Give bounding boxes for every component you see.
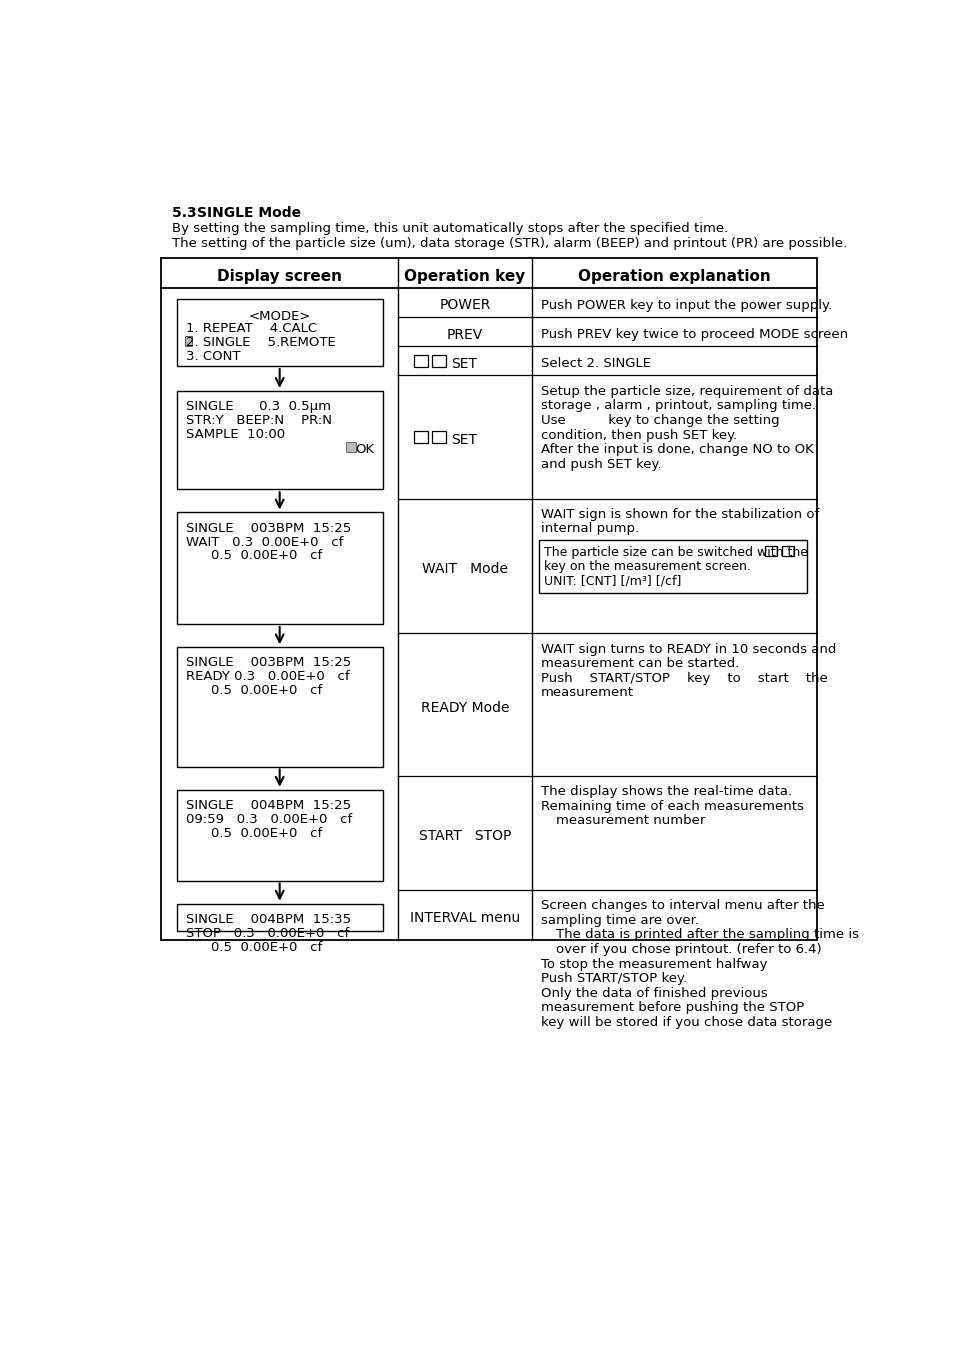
- Bar: [414, 431, 427, 443]
- Text: The setting of the particle size (um), data storage (STR), alarm (BEEP) and prin: The setting of the particle size (um), d…: [172, 236, 846, 250]
- Text: over if you chose printout. (refer to 6.4): over if you chose printout. (refer to 6.…: [556, 943, 821, 957]
- Text: SET: SET: [451, 357, 476, 372]
- Bar: [176, 299, 382, 366]
- Text: 0.5  0.00E+0   cf: 0.5 0.00E+0 cf: [212, 827, 322, 839]
- Text: The particle size can be switched with the: The particle size can be switched with t…: [543, 546, 807, 559]
- Text: and push SET key.: and push SET key.: [540, 458, 660, 470]
- Text: storage , alarm , printout, sampling time.: storage , alarm , printout, sampling tim…: [540, 400, 815, 412]
- Text: condition, then push SET key.: condition, then push SET key.: [540, 428, 737, 442]
- Text: SAMPLE  10:00: SAMPLE 10:00: [186, 428, 285, 440]
- Text: Push START/STOP key.: Push START/STOP key.: [540, 973, 686, 985]
- Text: internal pump.: internal pump.: [540, 523, 639, 535]
- Text: SINGLE    004BPM  15:25: SINGLE 004BPM 15:25: [186, 798, 351, 812]
- Text: WAIT   0.3  0.00E+0   cf: WAIT 0.3 0.00E+0 cf: [186, 535, 343, 549]
- Text: READY Mode: READY Mode: [420, 701, 509, 715]
- Text: measurement: measurement: [540, 686, 633, 700]
- Text: WAIT   Mode: WAIT Mode: [421, 562, 507, 576]
- Text: 09:59   0.3   0.00E+0   cf: 09:59 0.3 0.00E+0 cf: [186, 813, 352, 825]
- Text: 0.5  0.00E+0   cf: 0.5 0.00E+0 cf: [212, 550, 322, 562]
- Text: Operation explanation: Operation explanation: [578, 269, 770, 284]
- Text: 3. CONT: 3. CONT: [186, 350, 240, 363]
- Text: To stop the measurement halfway: To stop the measurement halfway: [540, 958, 766, 970]
- Text: SINGLE    004BPM  15:35: SINGLE 004BPM 15:35: [186, 913, 351, 925]
- Text: The data is printed after the sampling time is: The data is printed after the sampling t…: [556, 928, 859, 942]
- Bar: [185, 336, 192, 346]
- Text: 0.5  0.00E+0   cf: 0.5 0.00E+0 cf: [212, 684, 322, 697]
- Text: UNIT: [CNT] [/m³] [/cf]: UNIT: [CNT] [/m³] [/cf]: [543, 574, 680, 588]
- Text: The display shows the real-time data.: The display shows the real-time data.: [540, 785, 791, 798]
- Text: Only the data of finished previous: Only the data of finished previous: [540, 986, 767, 1000]
- Bar: [176, 512, 382, 624]
- Text: 5.3: 5.3: [172, 205, 211, 220]
- Text: Display screen: Display screen: [217, 269, 342, 284]
- Bar: [431, 354, 445, 367]
- Text: Push    START/STOP    key    to    start    the: Push START/STOP key to start the: [540, 671, 827, 685]
- Bar: [538, 540, 806, 593]
- Bar: [345, 442, 355, 453]
- Text: POWER: POWER: [438, 299, 490, 312]
- Text: After the input is done, change NO to OK: After the input is done, change NO to OK: [540, 443, 813, 457]
- Text: SINGLE    003BPM  15:25: SINGLE 003BPM 15:25: [186, 657, 351, 670]
- Bar: [176, 390, 382, 489]
- Text: PREV: PREV: [446, 327, 482, 342]
- Text: SET: SET: [451, 434, 476, 447]
- Text: sampling time are over.: sampling time are over.: [540, 913, 699, 927]
- Bar: [431, 431, 445, 443]
- Text: Screen changes to interval menu after the: Screen changes to interval menu after th…: [540, 898, 823, 912]
- Bar: [161, 258, 816, 940]
- Bar: [176, 790, 382, 881]
- Bar: [764, 546, 777, 557]
- Text: WAIT sign turns to READY in 10 seconds and: WAIT sign turns to READY in 10 seconds a…: [540, 643, 836, 655]
- Text: measurement can be started.: measurement can be started.: [540, 657, 739, 670]
- Bar: [176, 647, 382, 766]
- Text: Operation key: Operation key: [404, 269, 525, 284]
- Text: READY 0.3   0.00E+0   cf: READY 0.3 0.00E+0 cf: [186, 670, 349, 684]
- Text: measurement number: measurement number: [556, 815, 705, 827]
- Text: key on the measurement screen.: key on the measurement screen.: [543, 561, 750, 573]
- Text: STOP   0.3   0.00E+0   cf: STOP 0.3 0.00E+0 cf: [186, 927, 349, 940]
- Text: <MODE>: <MODE>: [248, 309, 311, 323]
- Text: Select 2. SINGLE: Select 2. SINGLE: [540, 358, 650, 370]
- Text: 1. REPEAT    4.CALC: 1. REPEAT 4.CALC: [186, 323, 316, 335]
- Text: 2. SINGLE    5.REMOTE: 2. SINGLE 5.REMOTE: [186, 336, 335, 349]
- Text: SINGLE    003BPM  15:25: SINGLE 003BPM 15:25: [186, 521, 351, 535]
- Text: SINGLE      0.3  0.5μm: SINGLE 0.3 0.5μm: [186, 400, 331, 413]
- Text: key will be stored if you chose data storage: key will be stored if you chose data sto…: [540, 1016, 831, 1029]
- Text: START   STOP: START STOP: [418, 830, 511, 843]
- Text: Use          key to change the setting: Use key to change the setting: [540, 413, 779, 427]
- Text: Setup the particle size, requirement of data: Setup the particle size, requirement of …: [540, 385, 832, 397]
- Text: INTERVAL menu: INTERVAL menu: [410, 911, 519, 925]
- Bar: [414, 354, 427, 367]
- Text: Push PREV key twice to proceed MODE screen: Push PREV key twice to proceed MODE scre…: [540, 328, 847, 340]
- Bar: [176, 904, 382, 931]
- Text: Remaining time of each measurements: Remaining time of each measurements: [540, 800, 802, 813]
- Text: WAIT sign is shown for the stabilization of: WAIT sign is shown for the stabilization…: [540, 508, 819, 521]
- Bar: [781, 546, 794, 557]
- Text: STR:Y   BEEP:N    PR:N: STR:Y BEEP:N PR:N: [186, 413, 332, 427]
- Text: By setting the sampling time, this unit automatically stops after the specified : By setting the sampling time, this unit …: [172, 222, 727, 235]
- Text: OK: OK: [355, 443, 375, 457]
- Text: SINGLE Mode: SINGLE Mode: [196, 205, 300, 220]
- Text: Push POWER key to input the power supply.: Push POWER key to input the power supply…: [540, 299, 831, 312]
- Text: measurement before pushing the STOP: measurement before pushing the STOP: [540, 1001, 803, 1015]
- Text: 0.5  0.00E+0   cf: 0.5 0.00E+0 cf: [212, 940, 322, 954]
